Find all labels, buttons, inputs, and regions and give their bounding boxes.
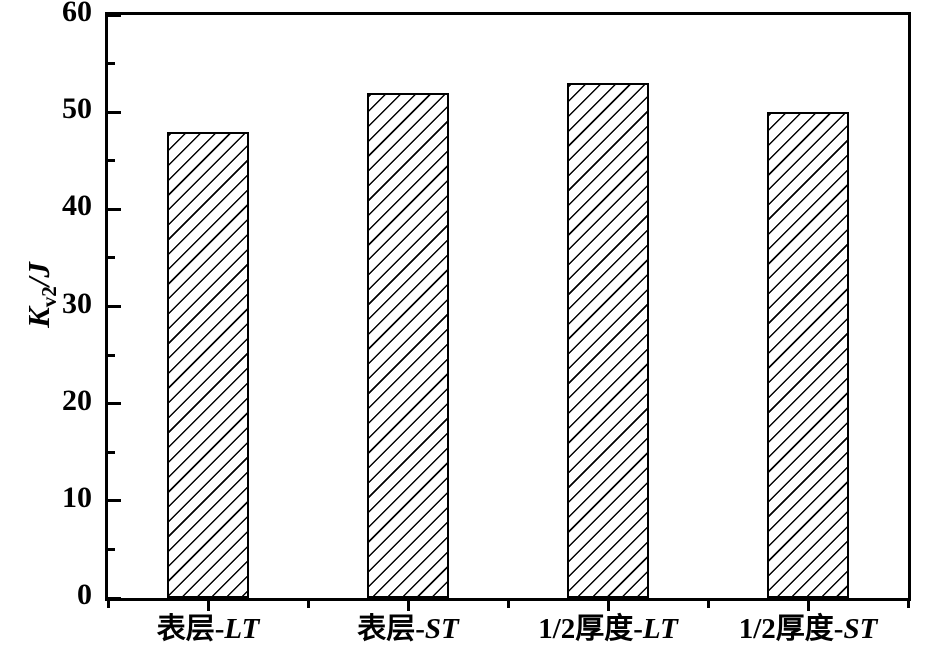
bar (767, 112, 849, 598)
x-category-label: 表层-ST (258, 610, 558, 648)
bar (367, 92, 449, 598)
y-major-tick (108, 402, 121, 406)
x-category-label-italic: LT (642, 613, 678, 645)
x-category-label-text: 1/2厚度- (538, 613, 643, 645)
y-tick-label: 30 (62, 286, 92, 320)
y-major-tick (108, 305, 121, 308)
y-tick-label: 50 (62, 92, 92, 126)
y-minor-tick (108, 353, 115, 357)
x-category-label: 1/2厚度-LT (458, 610, 758, 648)
x-minor-tick (106, 598, 110, 608)
x-category-label-text: 表层- (156, 613, 225, 645)
y-major-tick (108, 110, 121, 114)
y-axis-title-unit: /J (21, 262, 56, 287)
y-tick-label: 0 (77, 578, 92, 611)
x-category-label-text: 1/2厚度- (738, 613, 844, 645)
y-major-tick (108, 13, 121, 17)
x-category-label-italic: LT (224, 613, 260, 645)
x-minor-tick (306, 598, 310, 608)
y-tick-label: 60 (62, 0, 92, 28)
x-category-label: 表层-LT (58, 610, 358, 648)
x-major-tick (806, 598, 810, 611)
y-major-tick (108, 207, 121, 211)
y-minor-tick (108, 547, 115, 551)
x-minor-tick (906, 598, 910, 608)
x-major-tick (406, 598, 410, 611)
x-major-tick (606, 598, 610, 611)
x-category-label-italic: ST (424, 613, 459, 645)
x-category-label-text: 表层- (357, 613, 425, 645)
x-minor-tick (706, 598, 710, 608)
x-category-label: 1/2厚度-ST (658, 610, 945, 648)
y-minor-tick (108, 450, 115, 454)
y-tick-label: 40 (62, 189, 92, 223)
x-major-tick (206, 598, 210, 611)
y-minor-tick (108, 159, 115, 163)
y-minor-tick (108, 256, 115, 260)
y-minor-tick (108, 62, 115, 66)
bar (167, 131, 249, 598)
y-major-tick (108, 499, 121, 503)
x-minor-tick (506, 598, 510, 608)
bar (567, 83, 649, 598)
y-tick-label: 20 (62, 383, 92, 417)
y-major-tick (108, 596, 121, 600)
y-tick-label: 10 (62, 480, 92, 514)
plot-area (105, 12, 911, 611)
x-category-label-italic: ST (843, 613, 878, 645)
